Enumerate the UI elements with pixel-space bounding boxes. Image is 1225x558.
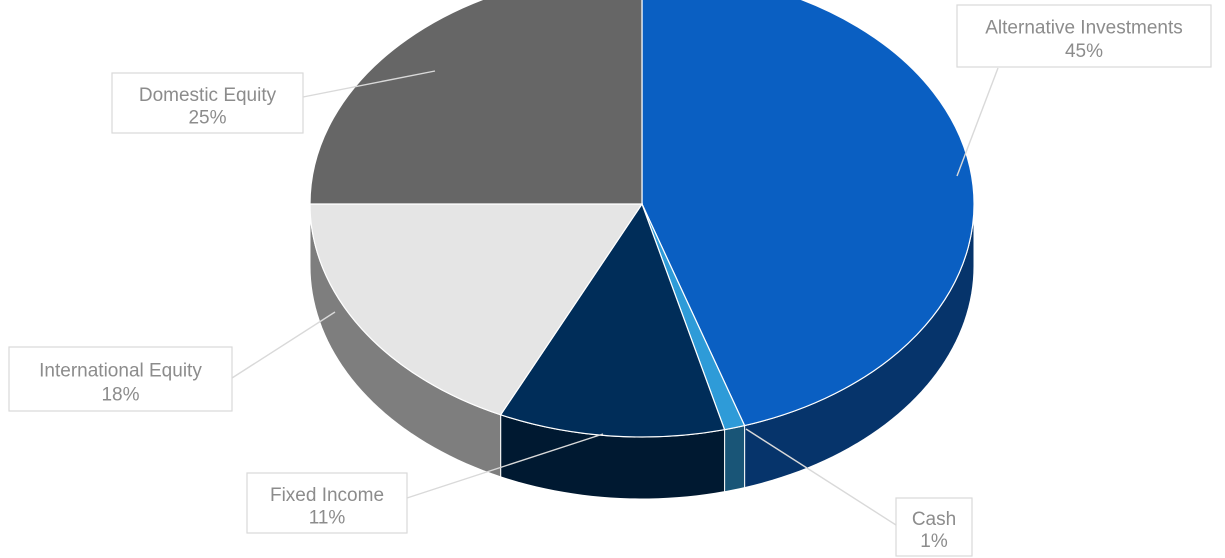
data-label-name-international-equity: International Equity	[39, 360, 202, 381]
data-label-box-international-equity	[8, 346, 233, 412]
data-label-name-alternative-investments: Alternative Investments	[985, 18, 1182, 39]
pie-slice-international-equity	[309, 203, 644, 416]
leader-line-alternative-investments	[956, 67, 999, 177]
pie-side-cash	[724, 424, 746, 493]
leader-line-international-equity	[231, 311, 336, 379]
data-label-value-fixed-income: 11%	[309, 508, 346, 529]
pie-slices	[309, 0, 975, 438]
leader-line-domestic-equity	[302, 70, 436, 98]
data-label-international-equity: International Equity 18%	[8, 346, 233, 412]
leader-line-fixed-income	[406, 433, 604, 499]
data-label-box-domestic-equity	[111, 72, 304, 134]
label-leader-lines	[231, 67, 999, 526]
data-label-value-international-equity: 18%	[101, 385, 139, 406]
pie-slice-fixed-income	[499, 202, 726, 438]
data-label-value-cash: 1%	[920, 531, 948, 552]
leader-line-cash	[745, 428, 897, 526]
data-label-name-cash: Cash	[912, 509, 956, 530]
data-label-value-domestic-equity: 25%	[188, 108, 226, 129]
data-label-name-domestic-equity: Domestic Equity	[139, 85, 277, 106]
pie-slice-domestic-equity	[309, 0, 643, 205]
data-label-value-alternative-investments: 45%	[1065, 41, 1103, 62]
data-label-name-fixed-income: Fixed Income	[270, 485, 384, 506]
data-label-box-fixed-income	[246, 472, 408, 534]
pie-slice-alternative-investments	[641, 0, 975, 427]
data-label-box-cash	[895, 497, 973, 557]
data-label-box-alternative-investments	[956, 4, 1212, 68]
